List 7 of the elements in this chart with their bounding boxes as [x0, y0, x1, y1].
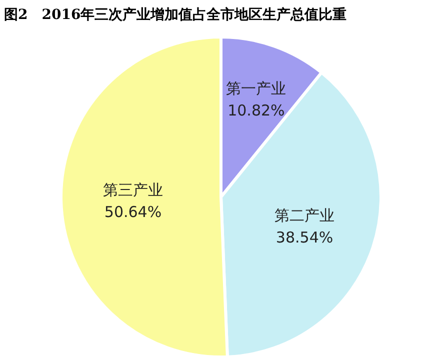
chart-title: 图2 2016年三次产业增加值占全市地区生产总值比重 [4, 6, 347, 23]
data-label: 50.64% [104, 202, 162, 221]
data-label: 38.54% [276, 228, 334, 247]
slice-label: 第三产业 [103, 180, 164, 199]
slice-label: 第一产业 [226, 79, 286, 98]
slice-label: 第二产业 [274, 206, 335, 225]
data-label: 10.82% [228, 101, 285, 120]
